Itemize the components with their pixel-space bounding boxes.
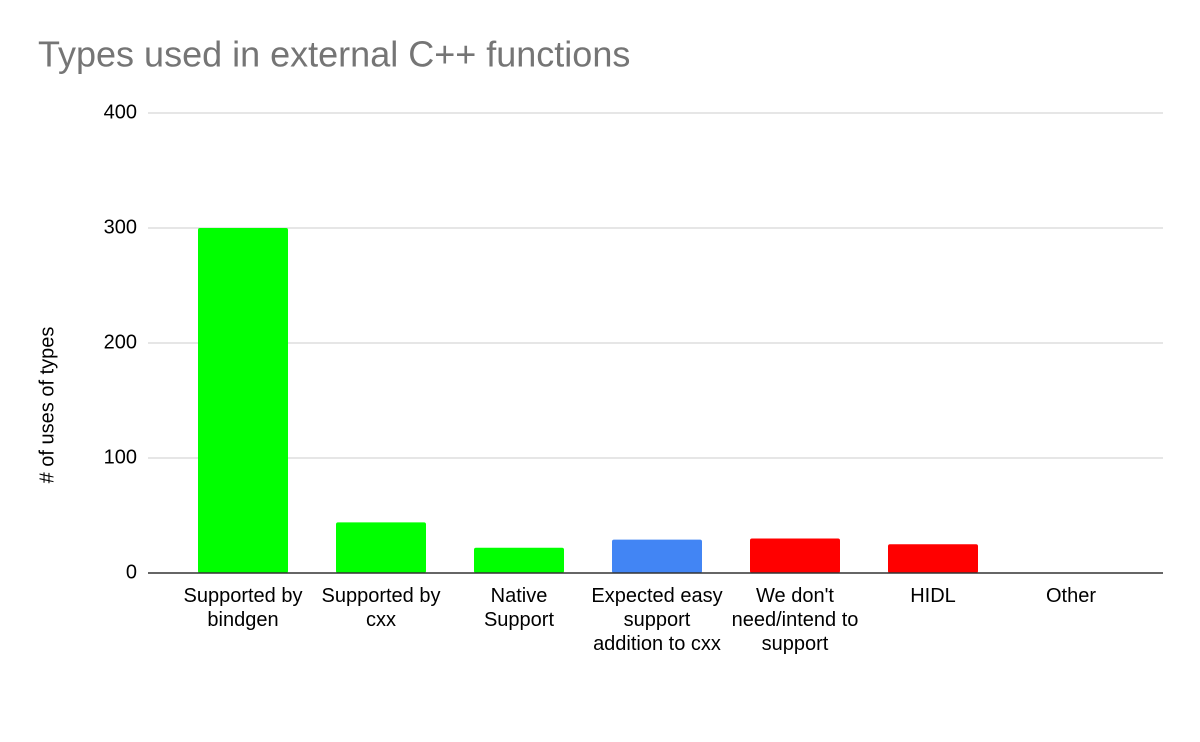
y-tick-label: 400	[104, 101, 137, 123]
bar	[336, 522, 426, 573]
bar	[474, 547, 564, 573]
y-tick-label: 100	[104, 446, 137, 468]
x-tick-label: Expected easy support addition to cxx	[591, 585, 723, 655]
x-tick-label: Native Support	[483, 585, 555, 631]
bar	[888, 544, 978, 573]
bar	[750, 538, 840, 573]
x-tick-label: Supported by cxx	[321, 585, 441, 631]
chart-title: Types used in external C++ functions	[38, 34, 630, 75]
y-tick-label: 300	[104, 216, 137, 238]
bar	[198, 228, 288, 573]
y-axis-title: # of uses of types	[36, 327, 58, 484]
y-tick-label: 0	[126, 561, 137, 583]
x-tick-label: HIDL	[910, 585, 956, 607]
bar	[612, 539, 702, 573]
x-tick-label: We don't need/intend to support	[731, 585, 859, 655]
y-tick-label: 200	[104, 331, 137, 353]
x-tick-label: Supported by bindgen	[183, 585, 303, 631]
x-tick-label: Other	[1045, 585, 1097, 607]
